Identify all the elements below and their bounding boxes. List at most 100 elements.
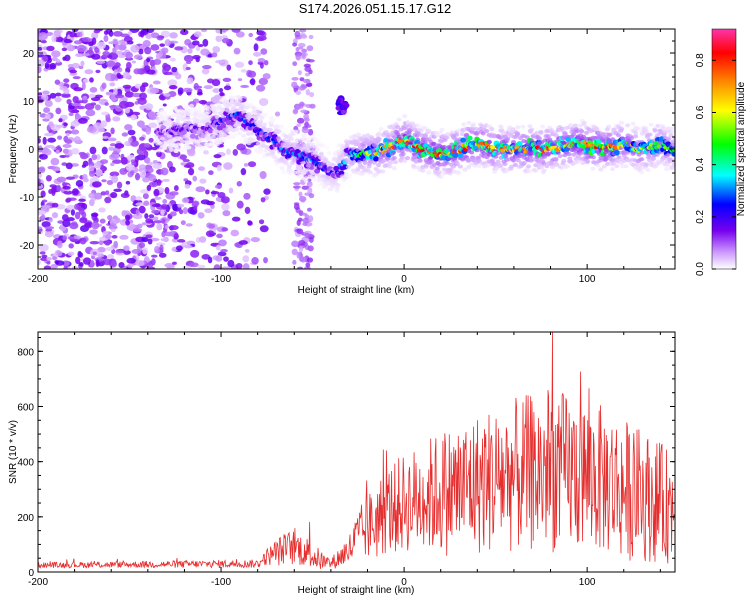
spectrogram-cell (147, 167, 154, 173)
spectrogram-cell (55, 260, 65, 266)
spectrogram-cell (44, 113, 51, 120)
spectrogram-cell (78, 198, 86, 202)
spectrogram-cell (671, 151, 675, 157)
spectrogram-cell (296, 123, 302, 127)
spectrogram-cell (184, 183, 191, 189)
spectrogram-cell (426, 170, 432, 175)
spectrogram-cell (165, 66, 171, 72)
spectrogram-cell (270, 116, 276, 121)
spectrogram-cell (110, 192, 118, 199)
spectrogram-cell (193, 31, 202, 38)
spectrogram-cell (227, 125, 233, 130)
spectrogram-cell (116, 67, 123, 73)
spectrogram-cell (62, 219, 71, 228)
spectrogram-cell (291, 81, 298, 89)
spectrogram-cell (135, 209, 140, 216)
spectrogram-cell (164, 114, 170, 119)
spectrogram-cell (253, 43, 259, 52)
spectrogram-cell (172, 261, 177, 265)
spectrogram-cell (135, 260, 145, 267)
spectrogram-cell (74, 203, 79, 210)
spectrogram-cell (334, 185, 340, 190)
spectrogram-cell (393, 121, 399, 126)
spectrogram-cell (402, 159, 408, 164)
spectrogram-cell (295, 47, 300, 52)
spectrogram-cell (220, 122, 227, 129)
snr-panel: -200 -100 0 100 0 200 400 600 800 Height of str… (8, 331, 676, 596)
spectrogram-cell (326, 151, 332, 156)
spectrogram-cell (60, 93, 71, 97)
spectrogram-cell (71, 238, 79, 243)
spectrogram-cell (217, 251, 227, 257)
spectrogram-cell (405, 156, 411, 161)
spectrogram-cell (85, 109, 96, 117)
spectrogram-cell (57, 135, 63, 140)
spectrogram-cell (306, 257, 314, 263)
spectrogram-cell (40, 257, 48, 262)
spectrogram-cell (40, 40, 47, 44)
spectrogram-cell (93, 192, 103, 200)
spectrogram-cell (183, 54, 194, 62)
spectrogram-cell (125, 167, 135, 171)
spectrogram-cell (116, 181, 123, 189)
spectrogram-cell (109, 171, 120, 177)
spectrogram-cell (212, 110, 218, 115)
spectrogram-cell (466, 135, 473, 141)
spectrogram-cell (281, 170, 287, 175)
spectrogram-cell (42, 118, 50, 122)
spectrogram-cell (298, 191, 303, 198)
spectrogram-cell (181, 197, 190, 204)
spectrogram-cell (247, 161, 257, 168)
spectrogram-cell (215, 255, 223, 262)
spectrogram-cell (49, 62, 57, 70)
spectrogram-cell (230, 229, 239, 237)
spectrogram-cell (91, 181, 102, 188)
spectrogram-cell (262, 122, 268, 127)
spectrogram-cell (475, 130, 481, 135)
spectrogram-cell (584, 130, 590, 135)
spectrogram-cell (126, 40, 134, 45)
spectrogram-cell (298, 245, 304, 253)
spectrogram-cell (516, 141, 523, 147)
spectrogram-cell (99, 159, 109, 164)
spectrogram-cell (193, 205, 198, 211)
spectrogram-cell (155, 242, 166, 246)
spectrogram-cell (66, 204, 76, 211)
spectrogram-cell (100, 120, 108, 128)
spectrogram-cell (169, 57, 176, 62)
spectrogram-cell (231, 96, 237, 101)
spectrogram-cell (67, 63, 74, 68)
spectrogram-cell (219, 29, 229, 32)
spectrogram-cell (160, 167, 169, 176)
spectrogram-cell (150, 44, 160, 51)
spectrogram-cell (82, 257, 92, 265)
spectrogram-cell (61, 214, 69, 222)
spectrogram-cell (571, 152, 577, 157)
spectrogram-cell (159, 244, 164, 253)
spectrogram-cell (41, 199, 48, 203)
spectrogram-cell (224, 104, 230, 109)
spectrogram-cell (505, 136, 511, 141)
spectrogram-cell (457, 164, 463, 169)
spectrogram-cell (139, 92, 147, 100)
spectrogram-cell (263, 256, 268, 264)
spectrogram-cell (70, 120, 80, 127)
spectrogram-cell (223, 256, 229, 262)
spectrogram-cell (391, 156, 397, 161)
spectrogram-cell (110, 228, 116, 233)
spectrogram-cell (293, 182, 301, 186)
spectrogram-cell (54, 79, 61, 85)
spectrogram-cell (106, 254, 115, 260)
spectrogram-cell (89, 87, 98, 93)
spectrogram-cell (240, 168, 247, 176)
spectrogram-cell (153, 58, 162, 65)
spectrogram-cell (279, 156, 285, 161)
spectrogram-cell (618, 120, 624, 125)
spectrogram-cell (51, 202, 59, 208)
colorbar-ticks: 0.0 0.2 0.4 0.6 0.8 (695, 53, 736, 276)
spectrogram-cell (94, 46, 100, 54)
spectrogram-cell (633, 134, 639, 139)
spectrogram-cell (115, 217, 121, 223)
spectrogram-cell (503, 154, 509, 159)
spectrogram-cell (240, 84, 250, 88)
